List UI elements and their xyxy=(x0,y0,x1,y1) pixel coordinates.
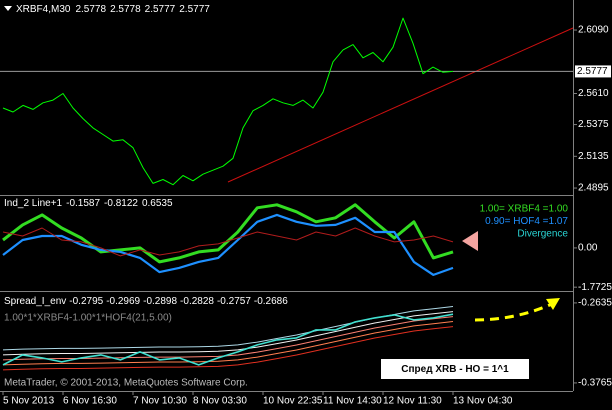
last-value: -0.2686 xyxy=(254,296,288,307)
symbol: XRBF4,M30 xyxy=(16,4,71,15)
y-tick-label: 0.00 xyxy=(578,243,598,254)
low: 2.5777 xyxy=(145,4,176,15)
y-tick-label: -0.2635 xyxy=(578,298,612,309)
y-tick-label: 2.5135 xyxy=(578,151,609,162)
annotation: Divergence xyxy=(517,229,568,240)
trend-line xyxy=(227,27,574,183)
price-box xyxy=(575,65,611,78)
header: Spread_I_env -0.2795 -0.2969 -0.2898 -0.2828… xyxy=(4,296,288,307)
x-tick-label: 12 Nov 11:30 xyxy=(383,396,442,407)
y-tick-label: -0.3765 xyxy=(578,378,612,389)
last-value: -0.2757 xyxy=(217,296,251,307)
dashed-arrow xyxy=(474,302,553,322)
divergence-arrow xyxy=(462,231,478,251)
series-line xyxy=(2,313,454,366)
series-line xyxy=(2,227,454,257)
y-tick-label: 2.6090 xyxy=(578,25,609,36)
last-value: -0.8122 xyxy=(104,198,138,209)
arrow-head xyxy=(546,298,560,310)
legend-entry: 0.90= HOF4 =1.07 xyxy=(485,216,568,227)
legend-entry: 1.00= XRBF4 =1.00 xyxy=(480,204,569,215)
series-line xyxy=(2,311,454,356)
frame xyxy=(0,0,574,392)
annotation: Спред XRB - HO = 1^1 xyxy=(401,364,509,375)
x-tick-label: 7 Nov 10:30 xyxy=(133,396,187,407)
last-value: -0.2795 xyxy=(69,296,103,307)
last-value: -0.2969 xyxy=(106,296,140,307)
x-tick-label: 8 Nov 03:30 xyxy=(193,396,247,407)
header: Ind_2 Line+1 -0.1587 -0.8122 0.6535 xyxy=(4,198,173,209)
y-tick-label: -1.7725 xyxy=(578,282,612,293)
x-tick-label: 10 Nov 22:35 xyxy=(263,396,323,407)
indicator-name: Ind_2 Line+1 xyxy=(4,198,63,209)
y-tick-label: 2.5610 xyxy=(578,88,609,99)
last-value: -0.1587 xyxy=(66,198,100,209)
high: 2.5778 xyxy=(110,4,141,15)
price-label: 2.5777 xyxy=(577,66,608,77)
last-value: -0.2898 xyxy=(143,296,177,307)
y-tick-label: 2.4895 xyxy=(578,183,609,194)
last-value: -0.2828 xyxy=(180,296,214,307)
y-tick-label: 2.5375 xyxy=(578,119,609,130)
series-line xyxy=(2,213,454,276)
watermark: MetaTrader, © 2001-2013, MetaQuotes Soft… xyxy=(4,378,248,389)
annotation-box xyxy=(381,359,529,379)
header: XRBF4,M30 2.5778 2.5778 2.5777 2.5777 xyxy=(16,4,210,15)
open: 2.5778 xyxy=(75,4,106,15)
series-line xyxy=(2,321,454,366)
x-tick-label: 6 Nov 16:30 xyxy=(63,396,117,407)
subtitle: 1.00*1*XRBF4-1.00*1*HOF4(21,5.00) xyxy=(4,313,172,324)
series-line xyxy=(2,17,454,186)
series-line xyxy=(2,326,454,371)
indicator-name: Spread_I_env xyxy=(4,296,66,307)
x-tick-label: 5 Nov 2013 xyxy=(3,396,55,407)
close: 2.5777 xyxy=(179,4,210,15)
dropdown-icon xyxy=(4,6,12,11)
x-tick-label: 11 Nov 14:30 xyxy=(323,396,382,407)
last-value: 0.6535 xyxy=(142,198,173,209)
x-tick-label: 13 Nov 04:30 xyxy=(453,396,513,407)
